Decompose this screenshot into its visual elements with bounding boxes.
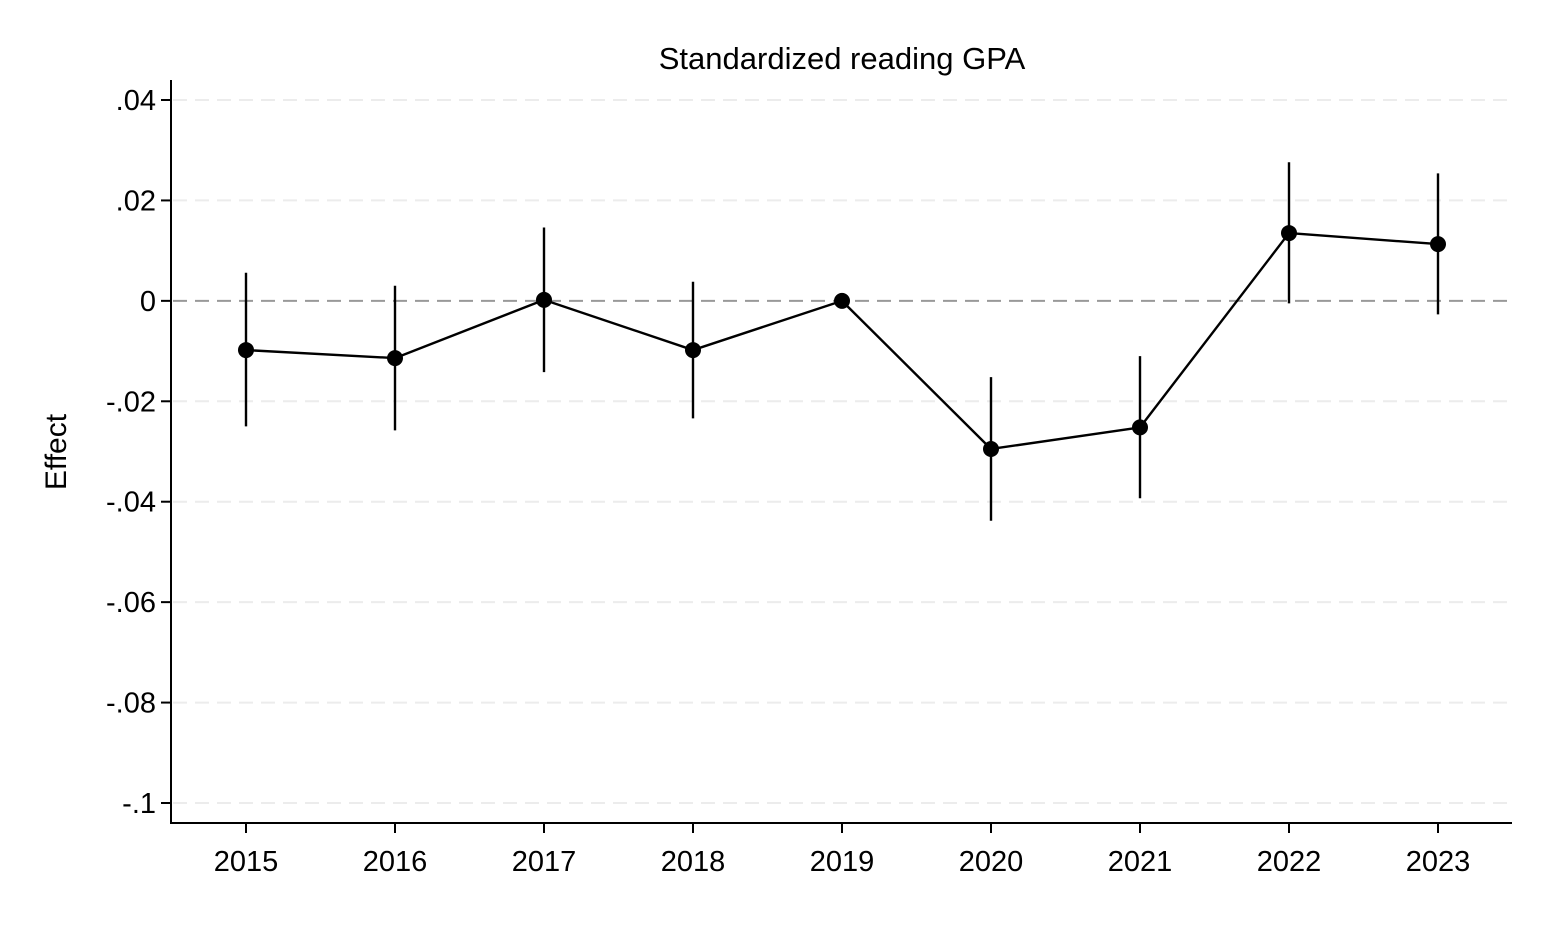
- y-tick-label: -.08: [106, 688, 156, 720]
- x-tick-label: 2016: [363, 846, 428, 878]
- x-tick-label: 2017: [512, 846, 577, 878]
- data-point: [238, 342, 254, 359]
- y-tick-label: -.04: [106, 487, 156, 519]
- y-tick-label: -.1: [122, 788, 156, 820]
- y-tick-label: .04: [116, 85, 156, 117]
- y-tick-label: 0: [140, 286, 156, 318]
- data-point: [387, 350, 403, 367]
- data-point: [685, 342, 701, 359]
- x-tick-label: 2023: [1406, 846, 1471, 878]
- x-tick-label: 2021: [1108, 846, 1173, 878]
- data-point: [983, 440, 999, 457]
- confidence-intervals: [244, 162, 1440, 521]
- data-point: [1281, 225, 1297, 242]
- series-line: [245, 231, 1439, 451]
- chart-title: Standardized reading GPA: [659, 41, 1026, 76]
- x-tick-label: 2022: [1257, 846, 1322, 878]
- x-axis-ticks: 2015 2016 2017 2018 2019 2020 2021 2022 2023: [214, 823, 1471, 878]
- data-point: [1132, 419, 1148, 436]
- x-tick-label: 2019: [810, 846, 875, 878]
- series-path: [245, 231, 1439, 451]
- y-axis-ticks: .04 .02 0 -.02 -.04 -.06 -.08 -.1: [106, 85, 171, 820]
- y-tick-label: -.02: [106, 386, 156, 418]
- data-point: [834, 292, 850, 309]
- data-points: [238, 225, 1446, 457]
- x-tick-label: 2018: [661, 846, 726, 878]
- data-point: [1430, 236, 1446, 253]
- data-point: [536, 291, 552, 308]
- y-axis-label: Effect: [40, 413, 73, 490]
- y-tick-label: -.06: [106, 587, 156, 619]
- y-tick-label: .02: [116, 185, 156, 217]
- x-tick-label: 2015: [214, 846, 279, 878]
- axes: [170, 80, 1512, 824]
- x-tick-label: 2020: [959, 846, 1024, 878]
- gridlines: [173, 99, 1512, 804]
